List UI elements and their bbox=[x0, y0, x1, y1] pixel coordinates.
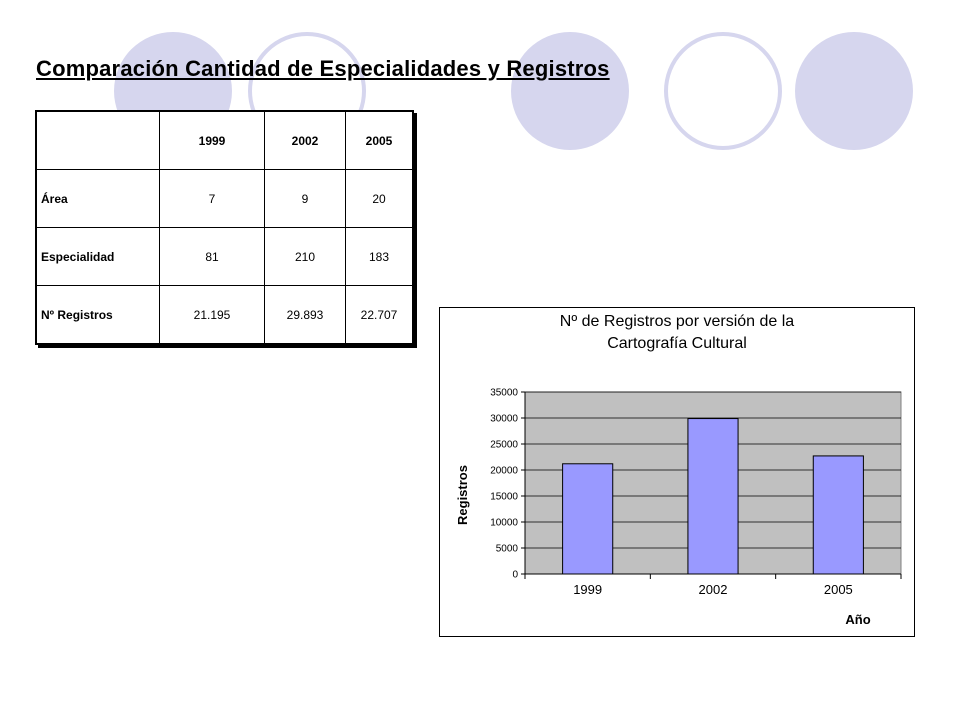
row-label-especialidad: Especialidad bbox=[35, 227, 160, 286]
table-row: Nº Registros 21.195 29.893 22.707 bbox=[35, 285, 414, 345]
y-tick-label: 35000 bbox=[490, 388, 518, 399]
chart-title-line-1: Nº de Registros por versión de la bbox=[559, 313, 795, 330]
table-cell: 210 bbox=[264, 227, 346, 286]
decorative-ring bbox=[664, 32, 782, 150]
y-tick-label: 0 bbox=[512, 570, 518, 581]
y-tick-label: 20000 bbox=[490, 466, 518, 477]
table-cell: 21.195 bbox=[159, 285, 265, 345]
data-table: 1999 2002 2005 Área 7 9 20 Especialidad … bbox=[35, 110, 414, 345]
table-cell: 81 bbox=[159, 227, 265, 286]
y-tick-label: 10000 bbox=[490, 518, 518, 529]
table-cell: 22.707 bbox=[345, 285, 414, 345]
table-cell: 183 bbox=[345, 227, 414, 286]
row-label-registros: Nº Registros bbox=[35, 285, 160, 345]
chart-title-line-2: Cartografía Cultural bbox=[607, 335, 747, 352]
table-row: Especialidad 81 210 183 bbox=[35, 227, 414, 286]
column-header-2002: 2002 bbox=[264, 110, 346, 170]
y-tick-label: 15000 bbox=[490, 492, 518, 503]
x-tick-label: 1999 bbox=[573, 582, 602, 597]
x-tick-label: 2005 bbox=[824, 582, 853, 597]
x-axis-label: Año bbox=[845, 612, 870, 627]
bar bbox=[562, 463, 614, 575]
page-title: Comparación Cantidad de Especialidades y… bbox=[36, 56, 610, 81]
y-tick-label: 30000 bbox=[490, 414, 518, 425]
y-axis-label: Registros bbox=[455, 465, 470, 525]
row-label-area: Área bbox=[35, 169, 160, 228]
bar bbox=[687, 418, 739, 575]
table-cell: 29.893 bbox=[264, 285, 346, 345]
bar-chart: 0 5000 10000 15000 20000 25000 30000 35000 1999 2… bbox=[455, 388, 902, 627]
table-cell: 9 bbox=[264, 169, 346, 228]
bar bbox=[812, 455, 864, 575]
x-tick-label: 2002 bbox=[699, 582, 728, 597]
table-corner-cell bbox=[35, 110, 160, 170]
table-header-row: 1999 2002 2005 bbox=[35, 110, 414, 170]
y-tick-label: 5000 bbox=[496, 544, 519, 555]
table-cell: 7 bbox=[159, 169, 265, 228]
decorative-circle bbox=[511, 32, 629, 150]
column-header-1999: 1999 bbox=[159, 110, 265, 170]
chart-frame: Nº de Registros por versión de la Cartog… bbox=[439, 307, 915, 637]
y-tick-label: 25000 bbox=[490, 440, 518, 451]
column-header-2005: 2005 bbox=[345, 110, 414, 170]
table-row: Área 7 9 20 bbox=[35, 169, 414, 228]
decorative-circle bbox=[795, 32, 913, 150]
table-cell: 20 bbox=[345, 169, 414, 228]
